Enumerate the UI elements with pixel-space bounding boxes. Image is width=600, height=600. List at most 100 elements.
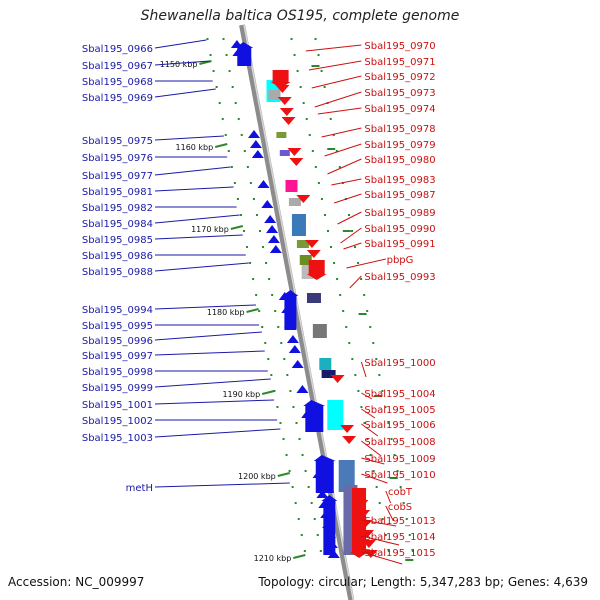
track-dot <box>357 390 360 392</box>
track-dot <box>271 294 274 296</box>
track-dot <box>372 470 375 472</box>
accession-text: Accession: NC_009997 <box>8 575 145 589</box>
track-dot <box>222 38 225 40</box>
gene-label-right: Sbal195_0990 <box>364 224 435 235</box>
kbp-label: 1210 kbp <box>254 554 292 563</box>
track-dot <box>323 86 326 88</box>
reverse-gene-arrow <box>279 108 294 116</box>
gene-leader-right <box>324 143 362 157</box>
gene-label-left: Sbal195_0968 <box>82 77 153 88</box>
track-dot <box>308 134 311 136</box>
track-dot <box>351 230 353 232</box>
track-dot <box>273 390 276 392</box>
gene-label-left: Sbal195_0995 <box>82 321 153 332</box>
track-dot <box>363 422 366 424</box>
gene-leader-right <box>361 440 382 457</box>
gene-label-right: Sbal195_0971 <box>364 57 435 68</box>
track-dot <box>297 518 300 520</box>
track-dot <box>239 214 242 216</box>
track-dot <box>228 70 231 72</box>
feature-box <box>338 460 355 492</box>
gene-label-right: Sbal195_0983 <box>364 175 435 186</box>
track-dot <box>300 534 303 536</box>
gene-label-right: Sbal195_0970 <box>364 41 435 52</box>
track-dot <box>240 134 243 136</box>
track-dot <box>408 534 411 536</box>
forward-gene-head <box>303 400 326 406</box>
forward-gene-arrow <box>267 235 280 243</box>
gene-leader-left <box>154 234 243 240</box>
track-dot <box>274 310 277 312</box>
forward-gene-head <box>321 495 338 501</box>
feature-box <box>285 180 298 192</box>
gene-leader-left <box>154 350 265 356</box>
gene-label-left: Sbal195_0967 <box>82 61 153 72</box>
track-dot <box>399 486 402 488</box>
kbp-label: 1190 kbp <box>222 390 260 399</box>
track-dot <box>360 406 363 408</box>
track-dot <box>249 182 252 184</box>
track-dot <box>276 406 279 408</box>
gene-label-right: Sbal195_1008 <box>364 437 435 448</box>
gene-label-right: Sbal195_1009 <box>364 454 435 465</box>
track-dot <box>277 326 280 328</box>
track-dot <box>396 470 399 472</box>
track-dot <box>206 38 209 40</box>
gene-leader-left <box>154 482 290 488</box>
track-dot <box>270 374 273 376</box>
track-dot <box>375 486 378 488</box>
track-dot <box>302 102 305 104</box>
gene-label-right: Sbal195_1013 <box>364 516 435 527</box>
track-dot <box>405 518 408 520</box>
forward-gene-head <box>313 455 336 461</box>
track-dot <box>387 422 390 424</box>
kbp-tick <box>261 390 275 395</box>
feature-box <box>321 370 336 378</box>
gene-leader-right <box>385 490 392 504</box>
feature-box <box>288 198 301 206</box>
feature-box <box>276 132 287 138</box>
map-title: Shewanella baltica OS195, complete genom… <box>140 8 460 24</box>
track-dot <box>296 70 299 72</box>
kbp-tick <box>277 472 290 477</box>
track-dot <box>314 166 317 168</box>
track-dot <box>292 406 295 408</box>
gene-label-right: Sbal195_1005 <box>364 405 435 416</box>
gene-leader-left <box>154 399 275 405</box>
track-dot <box>390 438 393 440</box>
kbp-label: 1180 kbp <box>207 308 245 317</box>
track-dot <box>258 310 261 312</box>
track-dot <box>314 38 317 40</box>
forward-gene-block <box>237 48 252 66</box>
forward-gene-arrow <box>248 130 260 138</box>
gene-label-right: Sbal195_0993 <box>364 272 435 283</box>
track-dot <box>384 406 387 408</box>
gene-label-right: Sbal195_0989 <box>364 208 435 219</box>
reverse-gene-arrow <box>340 425 355 433</box>
gene-label-right: Sbal195_0973 <box>364 88 435 99</box>
track-dot <box>255 214 258 216</box>
track-dot <box>335 150 338 152</box>
kbp-label: 1170 kbp <box>191 225 229 234</box>
gene-label-left: Sbal195_0982 <box>82 203 153 214</box>
track-dot <box>317 54 320 56</box>
gene-label-right: Sbal195_1010 <box>364 470 435 481</box>
track-dot <box>393 454 396 456</box>
gene-leader-left <box>154 262 249 272</box>
feature-box <box>319 358 332 370</box>
gene-leader-right <box>361 457 385 465</box>
gene-label-right: Sbal195_1000 <box>364 358 435 369</box>
reverse-gene-block <box>308 260 325 274</box>
track-dot <box>366 438 369 440</box>
track-dot <box>237 118 240 120</box>
track-dot <box>342 310 345 312</box>
track-dot <box>372 342 375 344</box>
track-dot <box>231 86 234 88</box>
track-dot <box>291 486 294 488</box>
gene-leader-left <box>154 304 257 310</box>
gene-leader-right <box>331 178 362 186</box>
gene-leader-right <box>321 127 362 138</box>
track-dot <box>243 230 245 232</box>
forward-gene-head <box>235 42 254 48</box>
forward-gene-arrow <box>266 225 279 233</box>
